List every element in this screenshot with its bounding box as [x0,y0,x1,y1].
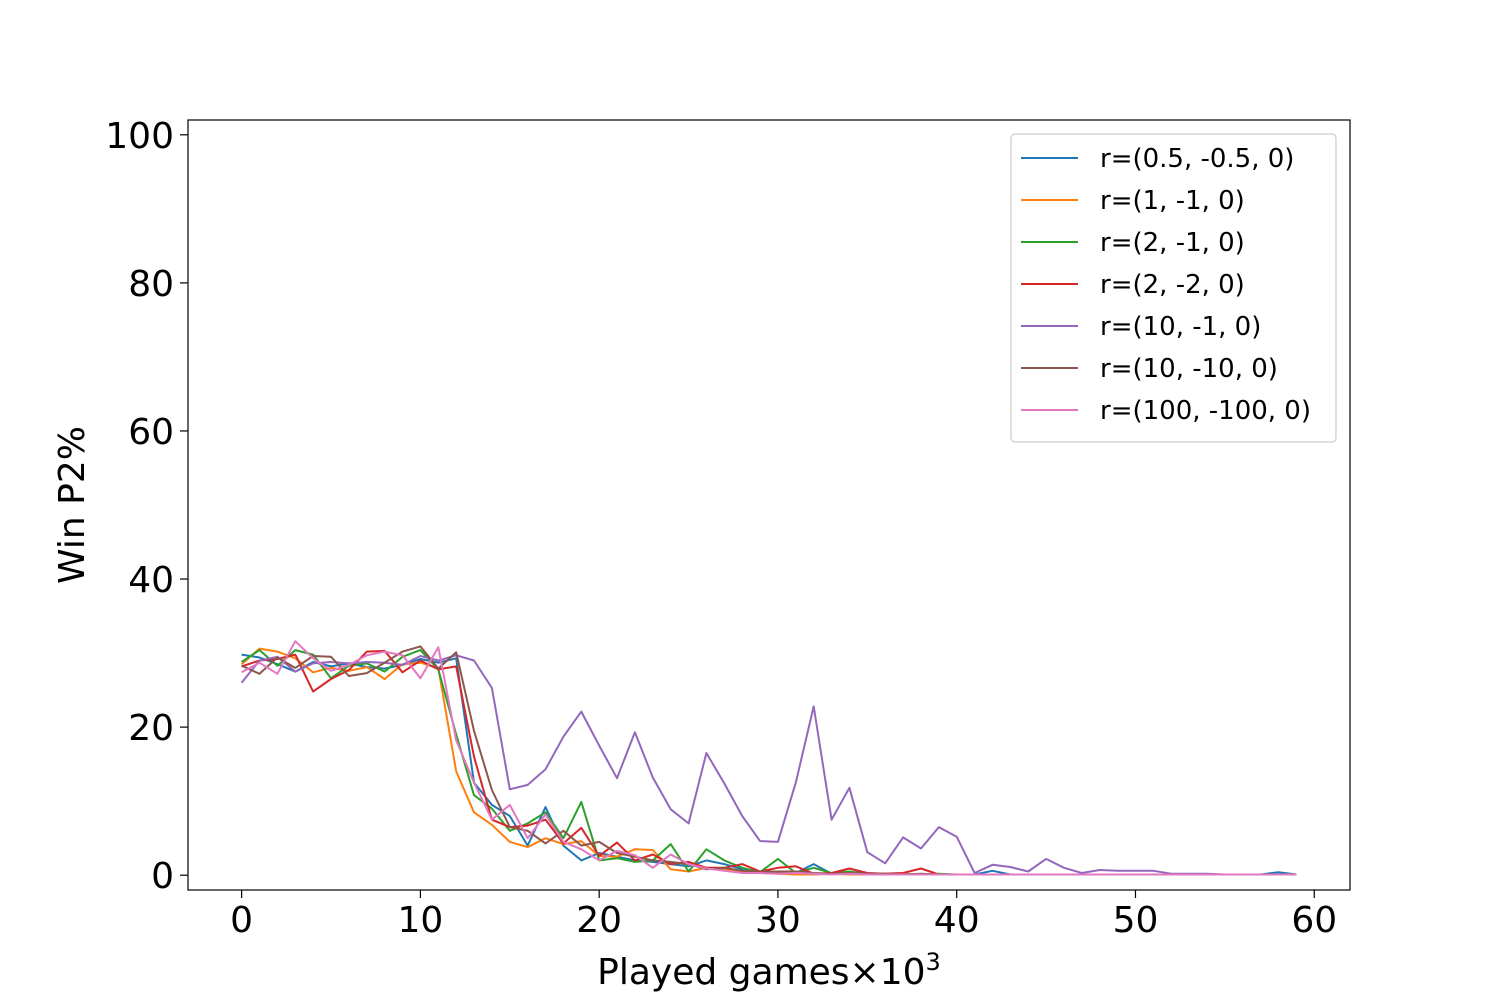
y-axis-label: Win P2% [52,426,93,584]
x-tick-label: 20 [576,900,622,941]
y-tick-label: 60 [128,412,174,453]
legend-box [1010,133,1337,443]
y-axis: 0 20 40 60 80 100 [105,116,188,897]
y-tick-label: 20 [128,708,174,749]
legend-entry-label: r=(10, -10, 0) [1100,354,1278,384]
x-tick-label: 0 [230,900,253,941]
legend-entry-label: r=(0.5, -0.5, 0) [1100,144,1294,174]
y-tick-label: 80 [128,264,174,305]
x-tick-label: 40 [934,900,980,941]
series-line-7 [241,640,1297,876]
legend-entry-label: r=(100, -100, 0) [1100,396,1311,426]
legend-entry-label: r=(10, -1, 0) [1100,312,1261,342]
legend: r=(0.5, -0.5, 0) r=(1, -1, 0) r=(2, -1, 0)… [1010,133,1337,443]
y-tick-label: 0 [151,856,174,897]
x-tick-label: 60 [1291,900,1337,941]
legend-entry-label: r=(2, -1, 0) [1100,228,1245,258]
x-tick-label: 30 [755,900,801,941]
legend-entry-label: r=(2, -2, 0) [1100,270,1245,300]
x-tick-label: 50 [1113,900,1159,941]
series-line-5 [240,654,1297,876]
x-tick-label: 10 [397,900,443,941]
y-tick-label: 100 [105,116,174,157]
x-axis: 0 10 20 30 40 50 60 [230,890,1337,941]
series-lines [240,640,1297,876]
x-axis-label: Played games×103 [597,948,941,993]
legend-entry-label: r=(1, -1, 0) [1100,186,1245,216]
y-tick-label: 40 [128,560,174,601]
